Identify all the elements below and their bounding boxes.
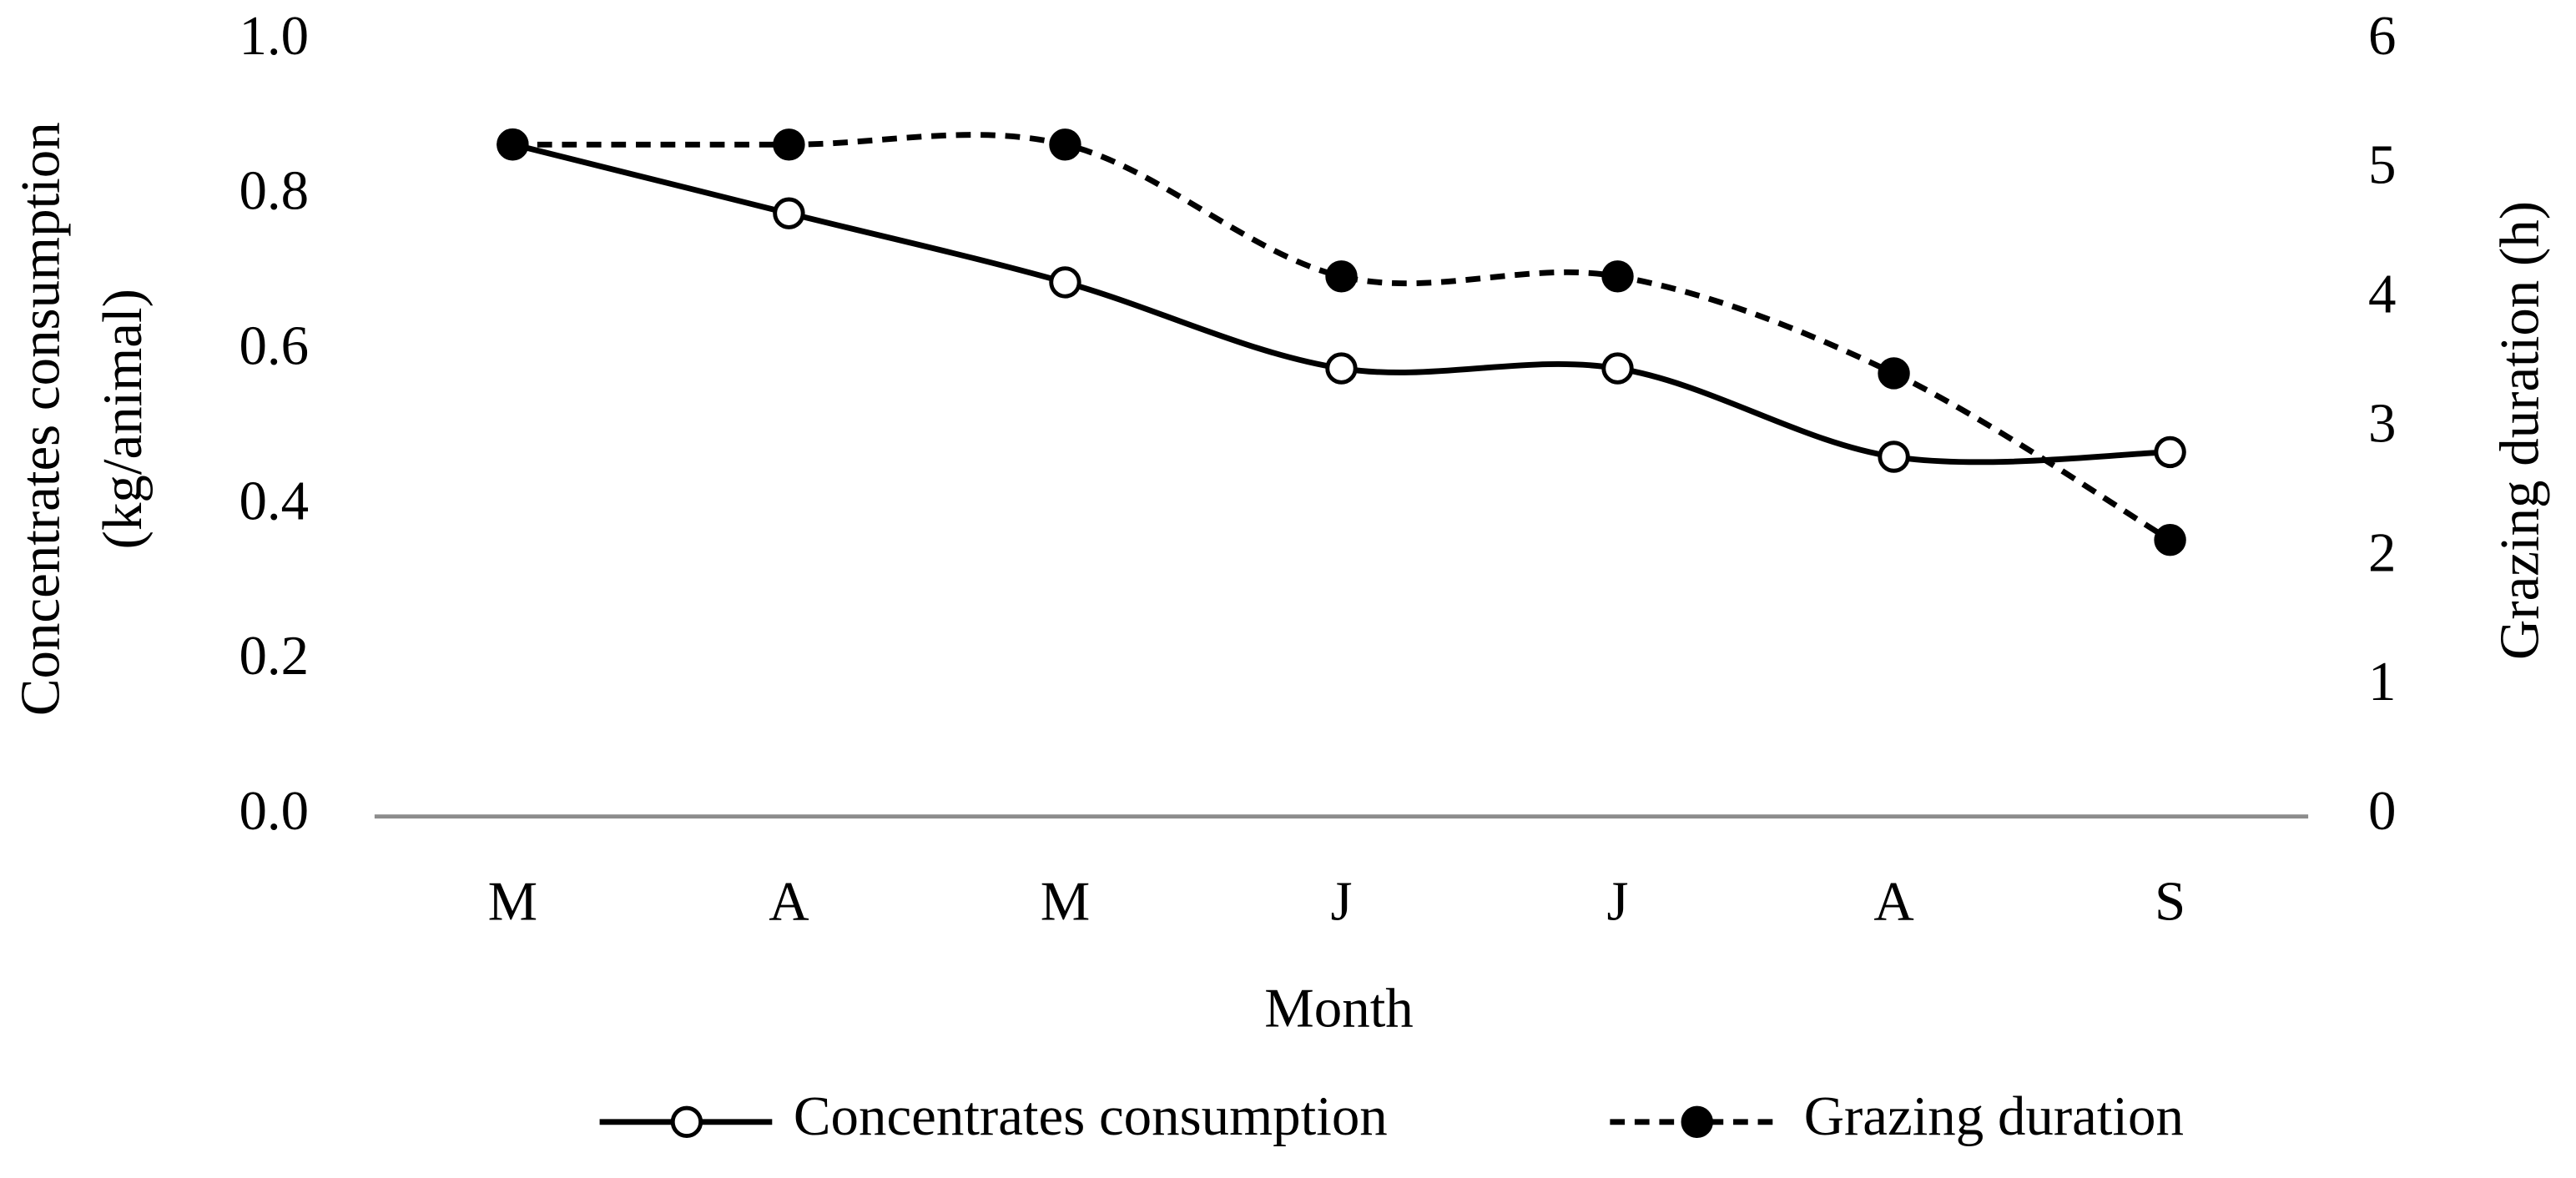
y2-tick-label: 2 bbox=[2368, 521, 2396, 583]
y2-tick-label: 3 bbox=[2368, 392, 2396, 454]
x-tick-label: J bbox=[1606, 870, 1628, 932]
y-tick-label: 0.6 bbox=[239, 315, 309, 376]
marker bbox=[1325, 352, 1358, 385]
marker bbox=[1878, 440, 1910, 473]
marker bbox=[1601, 352, 1634, 385]
y-tick-label: 1.0 bbox=[239, 5, 309, 67]
marker bbox=[1878, 357, 1910, 390]
marker bbox=[1601, 260, 1634, 293]
legend-label: Grazing duration bbox=[1804, 1085, 2184, 1147]
y2-tick-label: 4 bbox=[2368, 264, 2396, 325]
y2-tick-label: 5 bbox=[2368, 134, 2396, 196]
legend-marker bbox=[670, 1105, 703, 1139]
series-line bbox=[512, 141, 2170, 466]
x-tick-label: J bbox=[1330, 870, 1352, 932]
marker bbox=[2154, 435, 2186, 469]
x-axis-title: Month bbox=[1264, 977, 1413, 1039]
marker bbox=[2154, 524, 2186, 556]
y-tick-label: 0.2 bbox=[239, 625, 309, 687]
marker bbox=[497, 128, 529, 161]
y-tick-label: 0.4 bbox=[239, 470, 309, 531]
marker bbox=[1049, 128, 1081, 161]
y-tick-label: 0.0 bbox=[239, 780, 309, 842]
y-axis-title: (kg/animal) bbox=[92, 289, 154, 549]
y2-tick-label: 6 bbox=[2368, 5, 2396, 67]
x-tick-label: S bbox=[2155, 870, 2185, 932]
y2-tick-label: 0 bbox=[2368, 780, 2396, 842]
x-tick-label: M bbox=[1041, 870, 1091, 932]
x-tick-label: A bbox=[1873, 870, 1913, 932]
legend-marker bbox=[1681, 1105, 1713, 1139]
y2-axis-title: Grazing duration (h) bbox=[2488, 201, 2550, 660]
y-axis-title: Concentrates consumption bbox=[9, 122, 71, 716]
x-tick-label: A bbox=[769, 870, 809, 932]
marker bbox=[1325, 260, 1358, 293]
y-tick-label: 0.8 bbox=[239, 160, 309, 222]
legend-label: Concentrates consumption bbox=[794, 1085, 1388, 1147]
y2-tick-label: 1 bbox=[2368, 651, 2396, 712]
x-tick-label: M bbox=[488, 870, 538, 932]
marker bbox=[1049, 266, 1081, 299]
series-line bbox=[512, 132, 2172, 543]
marker bbox=[773, 128, 805, 161]
marker bbox=[773, 197, 805, 229]
